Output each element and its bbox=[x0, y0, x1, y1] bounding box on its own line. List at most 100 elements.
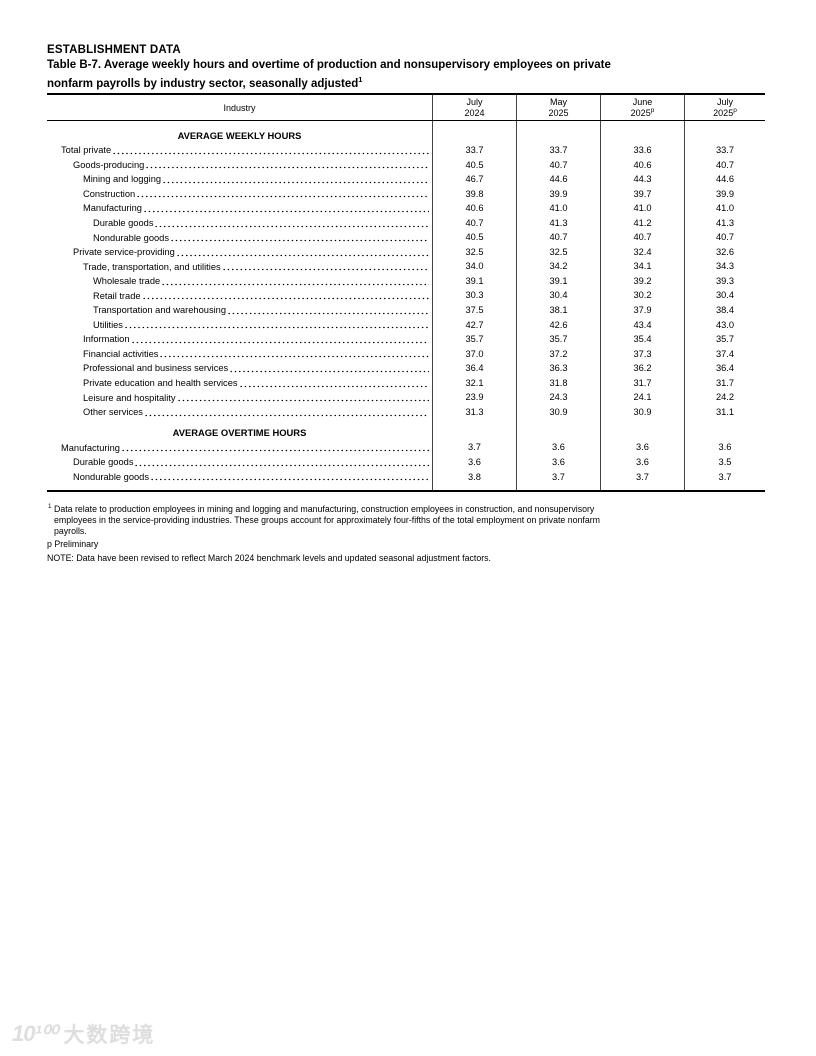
empty-cell bbox=[684, 121, 765, 144]
page-content: ESTABLISHMENT DATA Table B-7. Average we… bbox=[47, 44, 765, 564]
table-row: Wholesale trade 39.1 39.1 39.2 39.3 bbox=[47, 273, 765, 289]
value-cell: 37.4 bbox=[684, 346, 765, 362]
industry-cell: Private service-providing bbox=[47, 245, 432, 260]
empty-cell bbox=[432, 419, 516, 441]
value-cell: 24.2 bbox=[684, 390, 765, 405]
dot-leader bbox=[142, 209, 429, 213]
value-cell: 40.7 bbox=[600, 230, 684, 245]
industry-cell: Manufacturing bbox=[47, 201, 432, 216]
empty-cell bbox=[516, 484, 600, 491]
title-footnote-marker: 1 bbox=[358, 74, 363, 84]
table-row: Total private 33.7 33.7 33.6 33.7 bbox=[47, 143, 765, 158]
value-cell: 41.3 bbox=[516, 215, 600, 231]
value-cell: 36.4 bbox=[684, 361, 765, 376]
value-cell: 41.0 bbox=[684, 201, 765, 216]
table-title-line1: Table B-7. Average weekly hours and over… bbox=[47, 59, 611, 71]
industry-cell bbox=[47, 484, 432, 490]
table-row: Private service-providing 32.5 32.5 32.4 32.… bbox=[47, 244, 765, 260]
table-row: Transportation and warehousing 37.5 38.1 37… bbox=[47, 303, 765, 318]
value-cell: 3.5 bbox=[684, 454, 765, 470]
table-row: Leisure and hospitality 23.9 24.3 24.1 24.2 bbox=[47, 390, 765, 405]
value-cell: 41.0 bbox=[600, 201, 684, 216]
dot-leader bbox=[159, 355, 429, 359]
industry-cell: Durable goods bbox=[47, 455, 432, 470]
industry-label: Nondurable goods bbox=[73, 471, 149, 482]
dot-leader bbox=[169, 239, 429, 243]
industry-cell: Information bbox=[47, 332, 432, 347]
value-cell: 37.0 bbox=[432, 346, 516, 362]
table-row: Financial activities 37.0 37.2 37.3 37.4 bbox=[47, 346, 765, 362]
value-cell: 31.8 bbox=[516, 375, 600, 391]
value-cell: 39.8 bbox=[432, 186, 516, 202]
industry-label: Private education and health services bbox=[83, 378, 238, 389]
table-row: Professional and business services 36.4 36… bbox=[47, 361, 765, 376]
industry-label: Transportation and warehousing bbox=[93, 305, 226, 316]
industry-cell: Transportation and warehousing bbox=[47, 303, 432, 318]
value-cell: 39.3 bbox=[684, 273, 765, 289]
dot-leader bbox=[161, 282, 429, 286]
industry-cell: Financial activities bbox=[47, 347, 432, 362]
watermark-logo-icon: 10¹⁰⁰ bbox=[12, 1021, 57, 1046]
value-cell: 31.7 bbox=[684, 375, 765, 391]
dot-leader bbox=[221, 268, 429, 272]
value-cell: 44.6 bbox=[516, 172, 600, 187]
value-cell: 3.8 bbox=[432, 469, 516, 485]
value-cell: 30.4 bbox=[684, 288, 765, 304]
empty-cell bbox=[516, 419, 600, 441]
value-cell: 37.2 bbox=[516, 346, 600, 362]
value-cell: 31.7 bbox=[600, 375, 684, 391]
value-cell: 36.4 bbox=[432, 361, 516, 376]
value-cell: 31.1 bbox=[684, 404, 765, 420]
industry-label: Durable goods bbox=[93, 218, 154, 229]
value-cell: 33.6 bbox=[600, 143, 684, 158]
value-cell: 43.4 bbox=[600, 317, 684, 333]
table-row: Retail trade 30.3 30.4 30.2 30.4 bbox=[47, 288, 765, 304]
watermark: 10¹⁰⁰ 大数跨境 bbox=[12, 1019, 155, 1049]
value-cell: 3.6 bbox=[600, 454, 684, 470]
value-cell: 41.2 bbox=[600, 215, 684, 231]
value-cell: 40.7 bbox=[432, 215, 516, 231]
value-cell: 32.5 bbox=[516, 244, 600, 260]
value-cell: 36.2 bbox=[600, 361, 684, 376]
value-cell: 39.2 bbox=[600, 273, 684, 289]
value-cell: 3.7 bbox=[432, 440, 516, 455]
value-cell: 31.3 bbox=[432, 404, 516, 420]
value-cell: 40.7 bbox=[516, 230, 600, 245]
dot-leader bbox=[136, 195, 429, 199]
industry-cell: Other services bbox=[47, 405, 432, 420]
table-row: Mining and logging 46.7 44.6 44.3 44.6 bbox=[47, 172, 765, 187]
empty-cell bbox=[432, 121, 516, 144]
footnotes: 1 Data relate to production employees in… bbox=[47, 501, 765, 564]
industry-cell: Private education and health services bbox=[47, 376, 432, 391]
column-header: May 2025 bbox=[516, 95, 600, 121]
value-cell: 30.9 bbox=[600, 404, 684, 420]
industry-label: Other services bbox=[83, 407, 143, 418]
dot-leader bbox=[162, 180, 429, 184]
value-cell: 34.1 bbox=[600, 259, 684, 274]
value-cell: 38.4 bbox=[684, 303, 765, 318]
industry-cell: Professional and business services bbox=[47, 361, 432, 376]
table-title: Table B-7. Average weekly hours and over… bbox=[47, 59, 765, 91]
value-cell: 37.5 bbox=[432, 303, 516, 318]
dot-leader bbox=[141, 297, 429, 301]
dot-leader bbox=[176, 399, 429, 403]
industry-label: Leisure and hospitality bbox=[83, 392, 176, 403]
footnote-1-line: 1 Data relate to production employees in… bbox=[48, 503, 595, 514]
value-cell: 3.6 bbox=[432, 454, 516, 470]
value-cell: 35.4 bbox=[600, 332, 684, 347]
value-cell: 39.9 bbox=[684, 186, 765, 202]
value-cell: 24.3 bbox=[516, 390, 600, 405]
value-cell: 30.9 bbox=[516, 404, 600, 420]
industry-cell: Construction bbox=[47, 187, 432, 202]
empty-cell bbox=[600, 484, 684, 491]
footnote-1-line: employees in the service-providing indus… bbox=[54, 514, 601, 525]
industry-cell: Utilities bbox=[47, 318, 432, 333]
value-cell: 24.1 bbox=[600, 390, 684, 405]
empty-cell bbox=[516, 121, 600, 144]
table-row: Durable goods 40.7 41.3 41.2 41.3 bbox=[47, 215, 765, 231]
value-cell: 36.3 bbox=[516, 361, 600, 376]
table-row: Nondurable goods 40.5 40.7 40.7 40.7 bbox=[47, 230, 765, 245]
table-row: Manufacturing 40.6 41.0 41.0 41.0 bbox=[47, 201, 765, 216]
value-cell: 32.5 bbox=[432, 244, 516, 260]
value-cell: 3.6 bbox=[516, 454, 600, 470]
